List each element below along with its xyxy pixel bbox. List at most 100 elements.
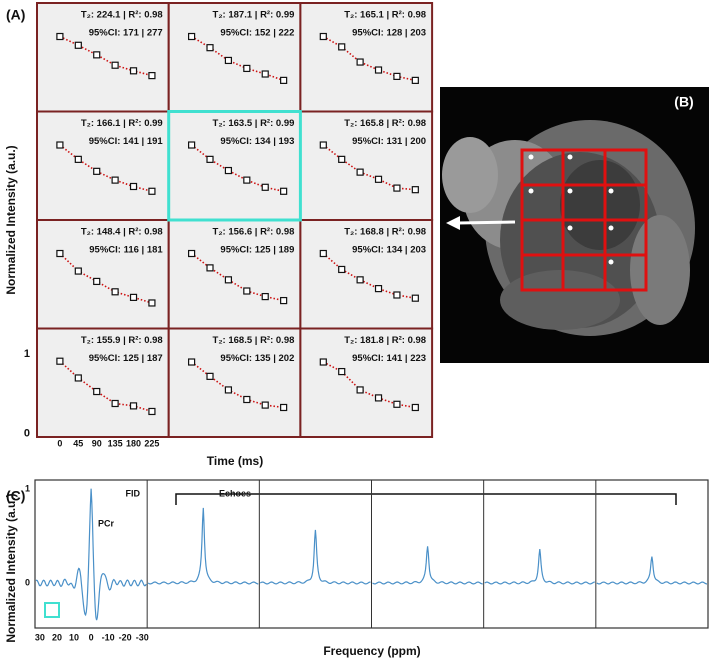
x-tick-label: 0 [57,438,62,448]
x-tick-label: -30 [136,632,149,642]
spectrum [147,507,259,585]
x-tick-label: 135 [108,438,123,448]
x-tick-label: 30 [35,632,45,642]
data-point [411,186,419,194]
y-tick-label: 0 [24,428,30,440]
panel-label: (A) [6,7,25,23]
cell-annotation: T₂: 187.1 | R²: 0.99 [213,10,295,21]
cell-annotation: T₂: 155.9 | R²: 0.98 [81,335,163,346]
voxel-marker [44,602,60,618]
data-point [93,387,101,396]
cell-ci: 95%CI: 141 | 223 [352,353,426,364]
data-point [243,395,251,404]
cell-ci: 95%CI: 152 | 222 [220,28,294,39]
cell-annotation: T₂: 156.6 | R²: 0.98 [213,227,295,238]
data-point [148,187,156,195]
echoes-label: Echoes [219,488,251,498]
data-point [411,403,419,412]
voxel-grid [520,148,648,292]
data-point [111,61,119,69]
data-point [338,155,346,163]
data-point [280,403,288,412]
data-point [206,372,214,380]
data-point [224,386,233,394]
data-point [319,141,327,149]
data-point [243,64,251,73]
fid-label: FID [126,488,141,498]
data-point [93,51,101,59]
cell-annotation: T₂: 181.8 | R²: 0.98 [344,335,426,346]
data-point [206,44,214,52]
cell-ci: 95%CI: 131 | 200 [352,136,426,147]
data-point [411,76,419,84]
data-point [356,386,364,394]
data-point [280,76,288,84]
spectrum [35,488,147,621]
data-point [356,276,364,284]
data-point [393,184,401,192]
x-tick-label: 180 [126,438,141,448]
data-point [129,182,138,191]
data-point [129,293,138,301]
data-point [148,71,156,80]
y-axis-label: Normalized Intensity (a.u.) [4,493,18,642]
cell-ci: 95%CI: 171 | 277 [89,28,163,39]
x-tick-label: 90 [92,438,102,448]
panel-label: (B) [674,94,693,110]
data-point [224,276,233,284]
data-point [56,249,64,258]
x-tick-label: -20 [119,632,132,642]
mri-image [440,87,709,363]
data-point [393,291,401,299]
cell [167,219,302,330]
cell [36,2,170,113]
data-point [319,358,327,366]
data-point [148,407,156,416]
data-point [374,394,383,402]
data-point [74,155,82,163]
cell-ci: 95%CI: 125 | 189 [220,245,294,256]
data-point [243,287,251,295]
data-point [338,43,346,51]
data-point [206,264,214,272]
cell-annotation: T₂: 166.1 | R²: 0.99 [81,118,163,129]
cell-ci: 95%CI: 135 | 202 [220,353,294,364]
spectrum [596,556,707,585]
data-point [393,72,401,80]
data-point [411,294,419,302]
y-tick-label: 1 [24,348,30,360]
data-point [356,58,364,66]
cell [36,327,170,438]
y-tick-label: 0 [25,577,30,587]
cell-annotation: T₂: 165.1 | R²: 0.98 [344,10,426,21]
cell-annotation: T₂: 165.8 | R²: 0.98 [344,118,426,129]
data-point [374,285,383,293]
data-point [243,176,251,184]
data-point [338,367,346,376]
data-point [280,296,288,305]
data-point [338,265,346,274]
data-point [188,141,196,149]
data-point [319,32,327,41]
y-tick-label: 1 [25,484,30,494]
spectrum [259,529,371,585]
x-tick-label: 225 [144,438,159,448]
cell-annotation: T₂: 168.5 | R²: 0.98 [213,335,295,346]
data-point [111,176,119,184]
data-point [74,41,82,49]
cell-ci: 95%CI: 116 | 181 [89,245,163,256]
x-tick-label: 45 [73,438,83,448]
cell-ci: 95%CI: 141 | 191 [89,136,164,147]
data-point [206,155,214,163]
cell-annotation: T₂: 148.4 | R²: 0.98 [81,227,163,238]
x-tick-label: -10 [102,632,115,642]
x-tick-label: 20 [52,632,62,642]
fit-line [191,252,284,302]
data-point [93,277,101,286]
data-point [261,292,269,301]
x-tick-label: 0 [89,632,94,642]
highlight-cell [167,110,302,222]
cell [167,327,302,438]
cell-annotation: T₂: 224.1 | R²: 0.98 [81,10,163,21]
